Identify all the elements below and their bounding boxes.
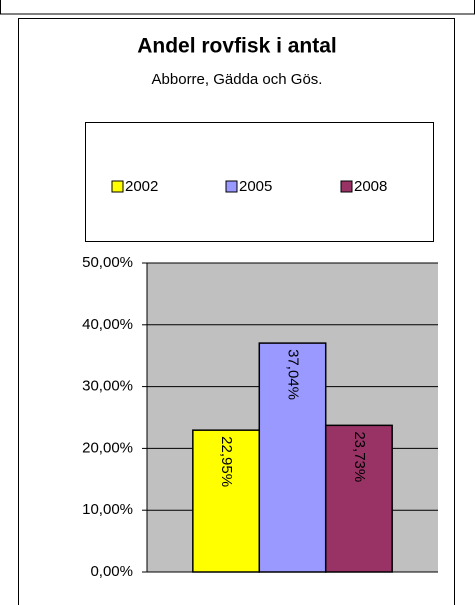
legend-label: 2005 bbox=[239, 178, 272, 195]
bar bbox=[258, 342, 327, 573]
data-label: 22,95% bbox=[218, 436, 235, 487]
bar bbox=[324, 424, 393, 573]
data-label: 23,73% bbox=[351, 431, 368, 482]
legend-label: 2008 bbox=[354, 178, 387, 195]
data-label: 37,04% bbox=[285, 349, 302, 400]
legend-box bbox=[85, 122, 434, 242]
y-tick-label: 10,00% bbox=[82, 501, 133, 518]
y-tick-label: 0,00% bbox=[90, 563, 133, 580]
y-tick-label: 50,00% bbox=[82, 254, 133, 271]
y-tick-label: 40,00% bbox=[82, 316, 133, 333]
y-tick-label: 20,00% bbox=[82, 439, 133, 456]
legend-label: 2002 bbox=[125, 178, 158, 195]
legend-swatch bbox=[225, 180, 238, 193]
chart-subtitle: Abborre, Gädda och Gös. bbox=[152, 71, 323, 88]
top-strip bbox=[0, 0, 475, 15]
legend-swatch bbox=[340, 180, 353, 193]
legend-swatch bbox=[111, 180, 124, 193]
chart-title: Andel rovfisk i antal bbox=[137, 35, 337, 58]
y-tick-label: 30,00% bbox=[82, 378, 133, 395]
